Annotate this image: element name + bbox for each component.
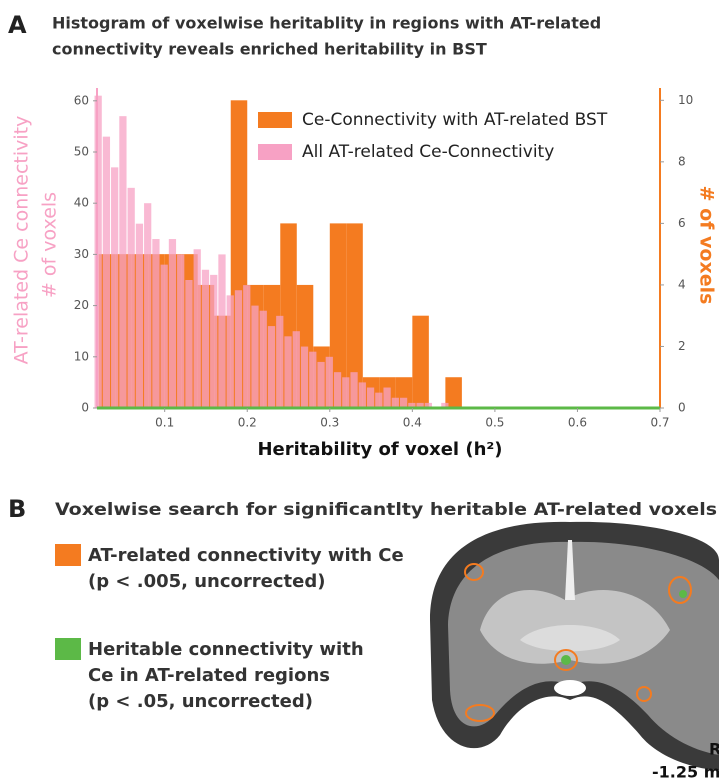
legend-label: Ce in AT-related regions (88, 665, 330, 686)
histogram-bar (235, 290, 242, 408)
legend-label: Ce-Connectivity with AT-related BST (302, 110, 608, 130)
figure: A Histogram of voxelwise heritablity in … (0, 0, 719, 784)
x-axis-label: Heritability of voxel (h²) (257, 439, 502, 460)
histogram-bar (293, 331, 300, 408)
histogram-bar (375, 393, 382, 408)
histogram-bar (251, 306, 258, 408)
histogram-bar (400, 398, 407, 408)
histogram-bar (350, 372, 357, 408)
histogram-bar (367, 388, 374, 408)
x-tick-label: 0.4 (403, 416, 422, 430)
y-tick-label: 40 (74, 196, 89, 210)
legend-swatch (258, 112, 292, 128)
histogram-bar (119, 116, 126, 408)
legend-label: All AT-related Ce-Connectivity (302, 142, 554, 162)
histogram-bar (301, 347, 308, 408)
histogram-bar (202, 270, 209, 408)
y2-tick-label: 6 (678, 216, 686, 230)
y-axis-label: # of voxels (39, 192, 61, 298)
histogram-bar (152, 239, 159, 408)
histogram-bar (194, 249, 201, 408)
histogram-bar (161, 265, 168, 408)
histogram-bar (95, 96, 102, 408)
histogram-bar (268, 326, 275, 408)
y-tick-label: 20 (74, 298, 89, 312)
histogram-bar (210, 275, 217, 408)
histogram-bar (128, 188, 135, 408)
x-tick-label: 0.2 (238, 416, 257, 430)
histogram-bar (144, 203, 151, 408)
histogram-bar (103, 137, 110, 408)
legend-label: Heritable connectivity with (88, 639, 364, 660)
y-tick-label: 30 (74, 247, 89, 261)
legend-label: (p < .05, uncorrected) (88, 691, 313, 712)
x-tick-label: 0.6 (568, 416, 587, 430)
y2-tick-label: 0 (678, 401, 686, 415)
histogram-bar (276, 316, 283, 408)
orientation-label: R (709, 740, 719, 759)
y-tick-label: 60 (74, 93, 89, 107)
histogram-bar (383, 388, 390, 408)
y2-tick-label: 8 (678, 154, 686, 168)
y2-axis-label: # of voxels (696, 186, 718, 305)
histogram-bar (218, 254, 225, 408)
x-tick-label: 0.7 (650, 416, 669, 430)
histogram-bar (260, 311, 267, 408)
chart-title: connectivity reveals enriched heritabili… (52, 40, 487, 59)
histogram-bar (326, 357, 333, 408)
histogram-bar (334, 372, 341, 408)
histogram-bar (342, 377, 349, 408)
histogram-bar (111, 167, 118, 408)
x-tick-label: 0.1 (155, 416, 174, 430)
histogram-bar (136, 224, 143, 408)
histogram-bar (317, 362, 324, 408)
histogram-bar (359, 382, 366, 408)
y-tick-label: 50 (74, 145, 89, 159)
histogram-bar (227, 295, 234, 408)
brain-image (430, 522, 719, 770)
histogram-bar (185, 280, 192, 408)
y2-tick-label: 2 (678, 339, 686, 353)
y-axis-label: AT-related Ce connectivity (11, 116, 33, 365)
y2-tick-label: 10 (678, 93, 693, 107)
chart-title: Histogram of voxelwise heritablity in re… (52, 14, 601, 33)
legend-label: AT-related connectivity with Ce (88, 545, 404, 566)
legend-label: (p < .005, uncorrected) (88, 571, 325, 592)
y2-tick-label: 4 (678, 277, 686, 291)
histogram-bar (284, 336, 291, 408)
histogram-bar (392, 398, 399, 408)
panel-title: Voxelwise search for significantlty heri… (55, 500, 717, 520)
histogram-bar (243, 285, 250, 408)
histogram-bar (177, 254, 184, 408)
histogram-bar (169, 239, 176, 408)
histogram-bar (412, 316, 429, 408)
panel-label: B (8, 495, 26, 523)
legend-swatch (258, 144, 292, 160)
y-tick-label: 0 (81, 401, 89, 415)
panel-label: A (8, 11, 27, 39)
y-tick-label: 10 (74, 349, 89, 363)
x-tick-label: 0.5 (485, 416, 504, 430)
legend-swatch (55, 638, 81, 660)
legend-swatch (55, 544, 81, 566)
histogram-bar (309, 352, 316, 408)
coordinate-label: -1.25 mm (652, 763, 719, 782)
x-tick-label: 0.3 (320, 416, 339, 430)
